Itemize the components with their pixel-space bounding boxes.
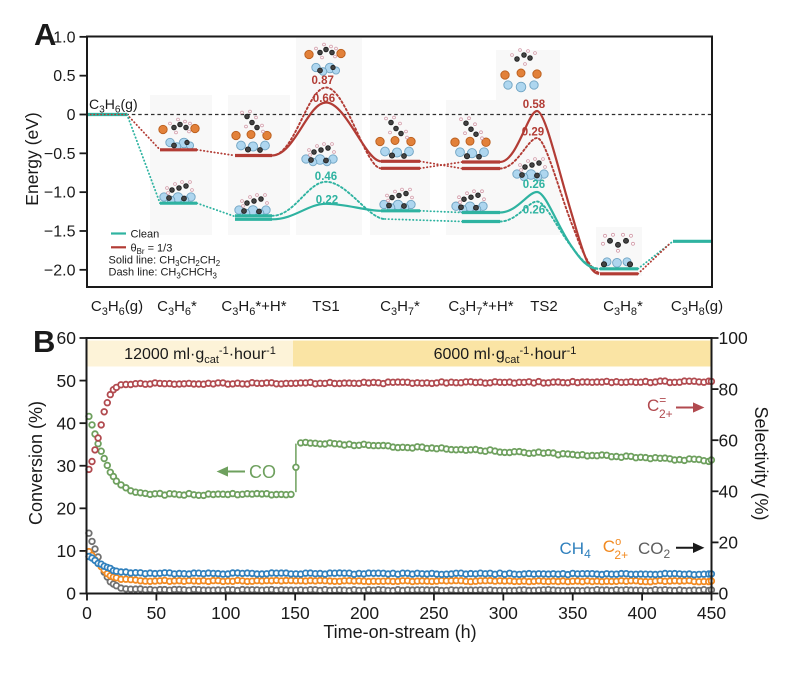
svg-text:0.5: 0.5 [53,68,75,85]
svg-text:0.58: 0.58 [523,99,546,111]
svg-text:0.29: 0.29 [522,127,544,139]
svg-text:80: 80 [719,379,739,399]
svg-text:30: 30 [57,456,77,476]
svg-text:Clean: Clean [131,229,160,241]
svg-text:−1.0: −1.0 [44,185,76,202]
svg-text:200: 200 [350,603,379,623]
svg-text:450: 450 [697,603,726,623]
svg-text:0.26: 0.26 [523,205,545,217]
svg-text:60: 60 [57,328,77,348]
svg-text:−2.0: −2.0 [44,262,76,279]
svg-text:−1.5: −1.5 [44,223,76,240]
svg-text:50: 50 [57,371,77,391]
svg-text:0: 0 [82,603,92,623]
svg-text:50: 50 [147,603,167,623]
svg-text:C3H8*: C3H8* [603,298,643,318]
svg-text:40: 40 [719,482,739,502]
svg-text:40: 40 [57,413,77,433]
svg-text:12000 ml·gcat-1·hour-1: 12000 ml·gcat-1·hour-1 [124,345,276,366]
svg-text:0.22: 0.22 [316,195,338,207]
svg-text:250: 250 [419,603,448,623]
svg-text:Energy (eV): Energy (eV) [22,112,42,205]
svg-text:−0.5: −0.5 [44,146,76,163]
svg-text:1.0: 1.0 [53,29,75,46]
svg-text:100: 100 [719,328,748,348]
svg-text:0: 0 [67,107,76,124]
svg-text:0.26: 0.26 [523,179,545,191]
svg-text:350: 350 [558,603,587,623]
svg-text:20: 20 [719,533,739,553]
svg-text:Solid line: CH3CH2CH2: Solid line: CH3CH2CH2 [109,254,221,268]
svg-text:C3H6(g): C3H6(g) [89,96,138,116]
svg-text:CO2: CO2 [638,539,671,561]
svg-text:0.87: 0.87 [312,75,334,87]
svg-text:20: 20 [57,499,77,519]
svg-text:B: B [33,324,55,359]
svg-text:CH4: CH4 [560,539,592,561]
svg-text:C3H6*: C3H6* [157,298,197,318]
svg-text:C3H7*: C3H7* [380,298,420,318]
svg-text:150: 150 [281,603,310,623]
svg-text:10: 10 [57,541,77,561]
svg-text:A: A [34,17,56,52]
svg-text:0.66: 0.66 [313,93,335,105]
svg-text:Selectivity (%): Selectivity (%) [751,406,771,520]
svg-text:C3H8(g): C3H8(g) [671,298,723,318]
svg-text:C3H6(g): C3H6(g) [91,298,143,318]
svg-text:60: 60 [719,430,739,450]
svg-text:θBr = 1/3: θBr = 1/3 [131,242,173,256]
svg-text:300: 300 [489,603,518,623]
svg-text:TS2: TS2 [530,298,558,315]
svg-text:C3H7*+H*: C3H7*+H* [448,298,513,318]
svg-text:0.46: 0.46 [315,171,337,183]
svg-text:Dash line: CH3CHCH3: Dash line: CH3CHCH3 [109,267,218,281]
svg-text:TS1: TS1 [312,298,340,315]
svg-text:6000 ml·gcat-1·hour-1: 6000 ml·gcat-1·hour-1 [434,345,577,366]
svg-text:400: 400 [628,603,657,623]
svg-text:100: 100 [211,603,240,623]
svg-text:Time-on-stream (h): Time-on-stream (h) [323,622,476,642]
svg-text:C3H6*+H*: C3H6*+H* [221,298,286,318]
svg-text:0: 0 [719,584,729,604]
svg-text:0: 0 [66,584,76,604]
svg-text:Conversion (%): Conversion (%) [26,401,46,525]
svg-text:CO: CO [249,462,276,482]
